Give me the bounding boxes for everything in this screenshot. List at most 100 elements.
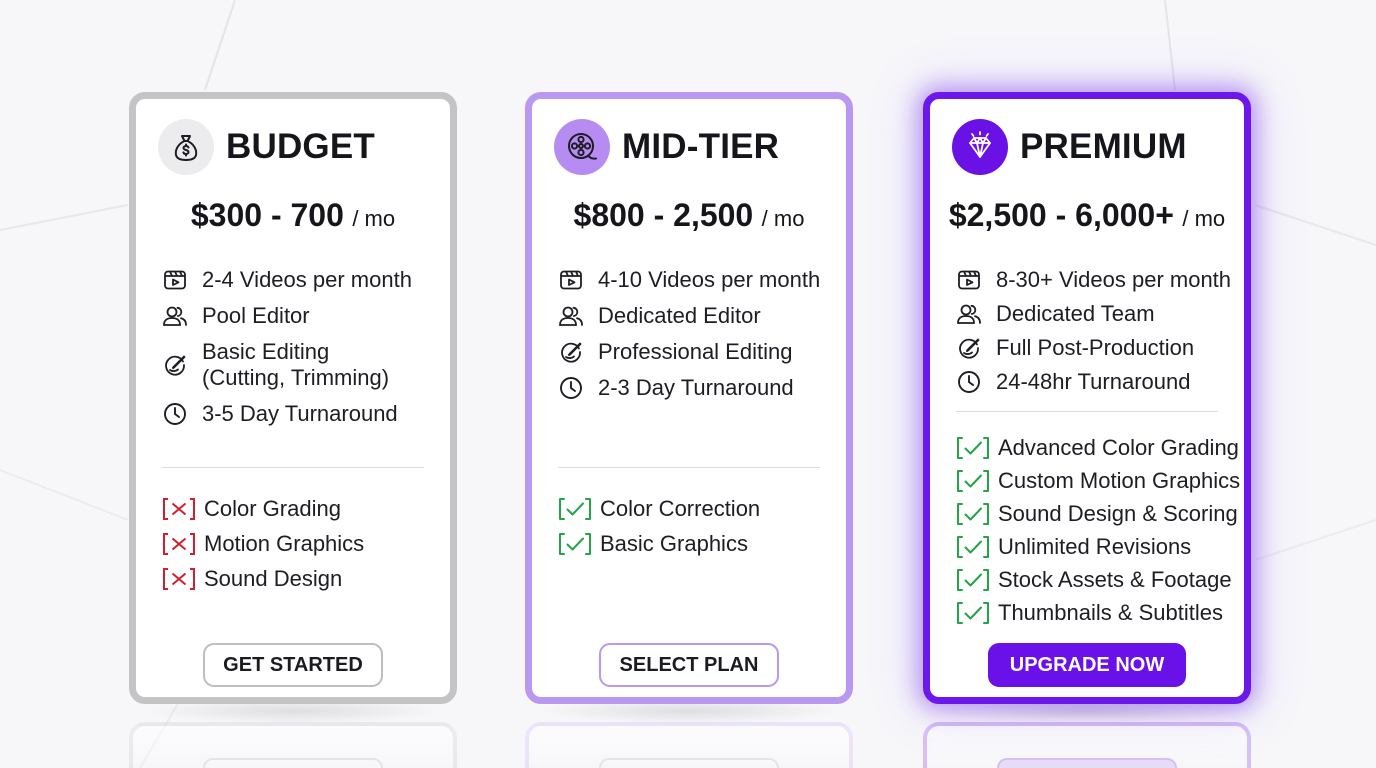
clock-icon [558, 375, 584, 401]
x-mark-icon [163, 533, 195, 555]
extra-label: Advanced Color Grading [998, 435, 1239, 460]
feature-item: 3-5 Day Turnaround [162, 401, 412, 427]
feature-label: 8-30+ Videos per month [996, 267, 1232, 292]
check-mark-icon [957, 602, 989, 624]
clock-icon [162, 401, 188, 427]
diamond-icon [952, 119, 1008, 175]
feature-list: 4-10 Videos per month Dedicated Editor P… [558, 267, 820, 411]
excluded-feature: Motion Graphics [162, 531, 364, 557]
check-mark-icon [957, 569, 989, 591]
feature-label: 2-4 Videos per month [202, 267, 412, 292]
extra-label: Stock Assets & Footage [998, 567, 1232, 592]
extras-list: Color Grading Motion Graphics Sound Desi… [162, 496, 364, 601]
video-icon [558, 267, 584, 293]
extra-label: Motion Graphics [204, 531, 365, 556]
included-feature: Unlimited Revisions [956, 534, 1240, 560]
feature-label: 4-10 Videos per month [598, 267, 821, 292]
edit-icon [558, 339, 584, 365]
price-amount: $800 - 2,500 [573, 197, 754, 233]
users-icon [162, 303, 188, 329]
extra-label: Custom Motion Graphics [998, 468, 1241, 493]
feature-label: Full Post-Production [996, 335, 1195, 360]
plan-price: $2,500 - 6,000+ / mo [930, 197, 1244, 234]
plan-name: PREMIUM [1020, 127, 1187, 166]
feature-item: Dedicated Editor [558, 303, 820, 329]
edit-icon [956, 335, 982, 361]
included-feature: Thumbnails & Subtitles [956, 600, 1240, 626]
feature-item: 8-30+ Videos per month [956, 267, 1231, 293]
users-icon [558, 303, 584, 329]
price-amount: $300 - 700 [190, 197, 344, 233]
extra-label: Basic Graphics [600, 531, 748, 556]
feature-label: 3-5 Day Turnaround [202, 401, 398, 426]
plan-price: $300 - 700 / mo [136, 197, 450, 234]
check-mark-icon [957, 437, 989, 459]
select-plan-button[interactable]: SELECT PLAN [599, 643, 779, 687]
included-feature: Custom Motion Graphics [956, 468, 1240, 494]
divider [162, 467, 424, 468]
plan-header: BUDGET [158, 119, 375, 175]
feature-label: Dedicated Editor [598, 303, 761, 328]
feature-label: Pool Editor [202, 303, 310, 328]
price-unit: / mo [1182, 206, 1226, 231]
included-feature: Stock Assets & Footage [956, 567, 1240, 593]
money-bag-icon [158, 119, 214, 175]
edit-icon [162, 352, 188, 378]
card-reflection [923, 722, 1251, 768]
check-mark-icon [559, 498, 591, 520]
feature-item: 24-48hr Turnaround [956, 369, 1231, 395]
included-feature: Advanced Color Grading [956, 435, 1240, 461]
divider [956, 411, 1218, 412]
users-icon [956, 301, 982, 327]
feature-item: Professional Editing [558, 339, 820, 365]
extra-label: Color Correction [600, 496, 761, 521]
price-amount: $2,500 - 6,000+ [948, 197, 1174, 233]
card-reflection [129, 722, 457, 768]
extras-list: Advanced Color Grading Custom Motion Gra… [956, 435, 1240, 633]
feature-item: Basic Editing (Cutting, Trimming) [162, 339, 412, 391]
excluded-feature: Color Grading [162, 496, 364, 522]
plan-header: PREMIUM [952, 119, 1187, 175]
check-mark-icon [957, 503, 989, 525]
x-mark-icon [163, 498, 195, 520]
feature-label: 24-48hr Turnaround [996, 369, 1191, 394]
divider [558, 467, 820, 468]
upgrade-now-button[interactable]: UPGRADE NOW [988, 643, 1186, 687]
feature-item: 2-3 Day Turnaround [558, 375, 820, 401]
feature-item: Full Post-Production [956, 335, 1231, 361]
plan-card-premium: PREMIUM $2,500 - 6,000+ / mo 8-30+ Video… [923, 92, 1251, 704]
video-icon [162, 267, 188, 293]
feature-label: Basic Editing (Cutting, Trimming) [202, 339, 390, 390]
extra-label: Unlimited Revisions [998, 534, 1192, 559]
feature-list: 8-30+ Videos per month Dedicated Team Fu… [956, 267, 1231, 403]
card-reflection [525, 722, 853, 768]
extra-label: Color Grading [204, 496, 341, 521]
feature-label: Professional Editing [598, 339, 793, 364]
check-mark-icon [559, 533, 591, 555]
extra-label: Thumbnails & Subtitles [998, 600, 1223, 625]
extras-list: Color Correction Basic Graphics [558, 496, 760, 566]
included-feature: Color Correction [558, 496, 760, 522]
plan-card-budget: BUDGET $300 - 700 / mo 2-4 Videos per mo… [129, 92, 457, 704]
extra-label: Sound Design & Scoring [998, 501, 1238, 526]
feature-item: 2-4 Videos per month [162, 267, 412, 293]
price-unit: / mo [352, 206, 396, 231]
feature-item: 4-10 Videos per month [558, 267, 820, 293]
excluded-feature: Sound Design [162, 566, 364, 592]
extra-label: Sound Design [204, 566, 343, 591]
get-started-button[interactable]: GET STARTED [203, 643, 383, 687]
plan-card-mid-tier: MID-TIER $800 - 2,500 / mo 4-10 Videos p… [525, 92, 853, 704]
clock-icon [956, 369, 982, 395]
video-icon [956, 267, 982, 293]
feature-label: Dedicated Team [996, 301, 1155, 326]
check-mark-icon [957, 536, 989, 558]
check-mark-icon [957, 470, 989, 492]
plan-name: MID-TIER [622, 127, 780, 166]
x-mark-icon [163, 568, 195, 590]
feature-list: 2-4 Videos per month Pool Editor Basic E… [162, 267, 412, 427]
feature-label: 2-3 Day Turnaround [598, 375, 794, 400]
plan-price: $800 - 2,500 / mo [532, 197, 846, 234]
included-feature: Sound Design & Scoring [956, 501, 1240, 527]
plan-header: MID-TIER [554, 119, 779, 175]
